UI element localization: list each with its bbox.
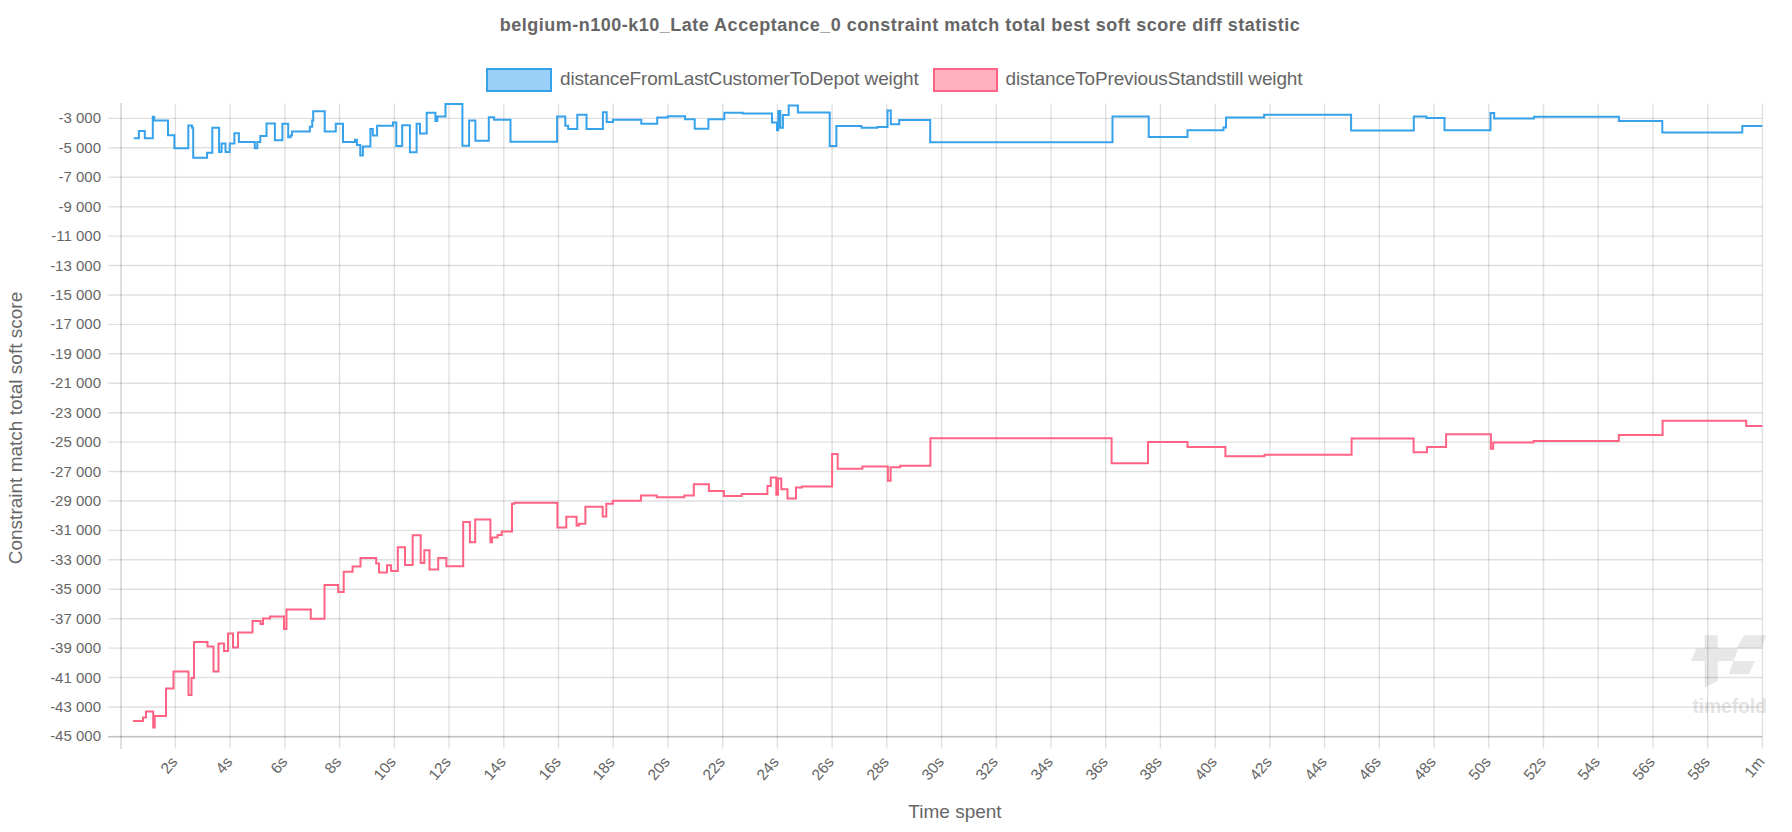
- svg-text:timefold: timefold: [1692, 695, 1766, 717]
